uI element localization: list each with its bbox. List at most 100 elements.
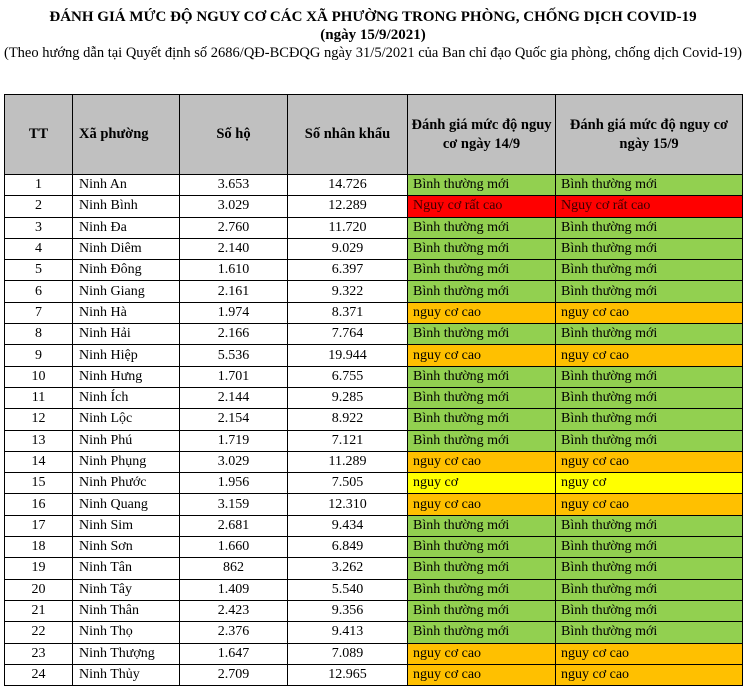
- cell-tt: 7: [4, 301, 73, 325]
- cell-tt: 22: [4, 621, 73, 644]
- cell-ward: Ninh Hải: [72, 323, 180, 346]
- cell-tt: 12: [4, 408, 73, 431]
- cell-population: 7.764: [287, 323, 408, 346]
- cell-ward: Ninh Ích: [72, 386, 180, 410]
- cell-households: 2.140: [179, 237, 288, 261]
- cell-risk-14: Bình thường mới: [407, 429, 556, 452]
- table-row: 19 Ninh Tân 862 3.262 Bình thường mới Bình th…: [4, 557, 743, 580]
- cell-risk-15: Bình thường mới: [555, 386, 743, 410]
- cell-population: 19.944: [287, 344, 408, 367]
- cell-tt: 18: [4, 536, 73, 559]
- cell-risk-15: Bình thường mới: [555, 599, 743, 623]
- cell-population: 6.849: [287, 536, 408, 559]
- cell-risk-14: nguy cơ cao: [407, 450, 556, 474]
- cell-ward: Ninh Giang: [72, 280, 180, 303]
- cell-risk-15: Bình thường mới: [555, 216, 743, 239]
- table-row: 1 Ninh An 3.653 14.726 Bình thường mới Bình t…: [4, 173, 743, 197]
- cell-population: 14.726: [287, 173, 408, 197]
- cell-tt: 4: [4, 237, 73, 261]
- cell-risk-15: Bình thường mới: [555, 173, 743, 197]
- cell-tt: 2: [4, 195, 73, 218]
- cell-risk-14: Bình thường mới: [407, 259, 556, 282]
- table-row: 20 Ninh Tây 1.409 5.540 Bình thường mới Bình …: [4, 578, 743, 601]
- cell-risk-15: Bình thường mới: [555, 557, 743, 580]
- cell-risk-15: nguy cơ cao: [555, 344, 743, 367]
- document-title: ĐÁNH GIÁ MỨC ĐỘ NGUY CƠ CÁC XÃ PHƯỜNG TR…: [49, 9, 697, 25]
- cell-population: 8.922: [287, 408, 408, 431]
- cell-risk-14: Bình thường mới: [407, 280, 556, 303]
- risk-table: TT Xã phường Số hộ Số nhân khẩu Đánh giá…: [4, 94, 743, 687]
- cell-risk-15: Bình thường mới: [555, 280, 743, 303]
- cell-tt: 21: [4, 599, 73, 623]
- cell-tt: 24: [4, 663, 73, 687]
- cell-ward: Ninh Sơn: [72, 536, 180, 559]
- cell-population: 11.289: [287, 450, 408, 474]
- cell-risk-15: Bình thường mới: [555, 514, 743, 538]
- cell-households: 2.144: [179, 386, 288, 410]
- cell-risk-15: nguy cơ cao: [555, 450, 743, 474]
- cell-ward: Ninh Phú: [72, 429, 180, 452]
- cell-tt: 13: [4, 429, 73, 452]
- table-row: 14 Ninh Phụng 3.029 11.289 nguy cơ cao nguy c…: [4, 450, 743, 474]
- document-date: (ngày 15/9/2021): [320, 27, 426, 43]
- table-row: 6 Ninh Giang 2.161 9.322 Bình thường mới Bình…: [4, 280, 743, 303]
- cell-tt: 17: [4, 514, 73, 538]
- cell-population: 9.285: [287, 386, 408, 410]
- cell-risk-15: Bình thường mới: [555, 259, 743, 282]
- cell-ward: Ninh Đa: [72, 216, 180, 239]
- cell-risk-15: nguy cơ: [555, 472, 743, 495]
- cell-tt: 8: [4, 323, 73, 346]
- cell-households: 3.029: [179, 450, 288, 474]
- cell-tt: 20: [4, 578, 73, 601]
- cell-ward: Ninh Hiệp: [72, 344, 180, 367]
- cell-risk-15: Bình thường mới: [555, 365, 743, 388]
- cell-risk-14: Bình thường mới: [407, 408, 556, 431]
- cell-ward: Ninh Thọ: [72, 621, 180, 644]
- cell-households: 2.376: [179, 621, 288, 644]
- cell-risk-14: nguy cơ: [407, 472, 556, 495]
- cell-population: 7.505: [287, 472, 408, 495]
- cell-tt: 16: [4, 493, 73, 516]
- cell-ward: Ninh Bình: [72, 195, 180, 218]
- cell-tt: 14: [4, 450, 73, 474]
- cell-households: 1.660: [179, 536, 288, 559]
- cell-risk-14: Bình thường mới: [407, 621, 556, 644]
- cell-risk-14: Bình thường mới: [407, 536, 556, 559]
- cell-population: 9.356: [287, 599, 408, 623]
- header-tt: TT: [4, 94, 73, 175]
- cell-risk-14: nguy cơ cao: [407, 663, 556, 687]
- cell-risk-15: Bình thường mới: [555, 578, 743, 601]
- cell-population: 9.029: [287, 237, 408, 261]
- cell-risk-14: Bình thường mới: [407, 514, 556, 538]
- cell-households: 3.029: [179, 195, 288, 218]
- table-header-row: TT Xã phường Số hộ Số nhân khẩu Đánh giá…: [4, 94, 743, 175]
- table-row: 17 Ninh Sim 2.681 9.434 Bình thường mới Bình …: [4, 514, 743, 538]
- cell-risk-14: Bình thường mới: [407, 237, 556, 261]
- cell-ward: Ninh Lộc: [72, 408, 180, 431]
- cell-households: 2.161: [179, 280, 288, 303]
- table-row: 15 Ninh Phước 1.956 7.505 nguy cơ nguy cơ: [4, 472, 743, 495]
- cell-risk-14: Bình thường mới: [407, 557, 556, 580]
- cell-households: 2.154: [179, 408, 288, 431]
- cell-tt: 11: [4, 386, 73, 410]
- cell-risk-14: nguy cơ cao: [407, 493, 556, 516]
- table-row: 18 Ninh Sơn 1.660 6.849 Bình thường mới Bình …: [4, 536, 743, 559]
- cell-risk-14: nguy cơ cao: [407, 301, 556, 325]
- table-row: 10 Ninh Hưng 1.701 6.755 Bình thường mới Bình…: [4, 365, 743, 388]
- cell-tt: 10: [4, 365, 73, 388]
- cell-risk-14: Bình thường mới: [407, 599, 556, 623]
- cell-households: 2.423: [179, 599, 288, 623]
- cell-ward: Ninh Đông: [72, 259, 180, 282]
- cell-tt: 1: [4, 173, 73, 197]
- cell-ward: Ninh Tây: [72, 578, 180, 601]
- header-population: Số nhân khẩu: [287, 94, 408, 175]
- table-row: 16 Ninh Quang 3.159 12.310 nguy cơ cao nguy c…: [4, 493, 743, 516]
- cell-risk-14: Bình thường mới: [407, 173, 556, 197]
- cell-risk-15: nguy cơ cao: [555, 663, 743, 687]
- cell-households: 2.709: [179, 663, 288, 687]
- cell-risk-15: nguy cơ cao: [555, 301, 743, 325]
- table-row: 12 Ninh Lộc 2.154 8.922 Bình thường mới Bình …: [4, 408, 743, 431]
- cell-ward: Ninh Diêm: [72, 237, 180, 261]
- cell-households: 2.166: [179, 323, 288, 346]
